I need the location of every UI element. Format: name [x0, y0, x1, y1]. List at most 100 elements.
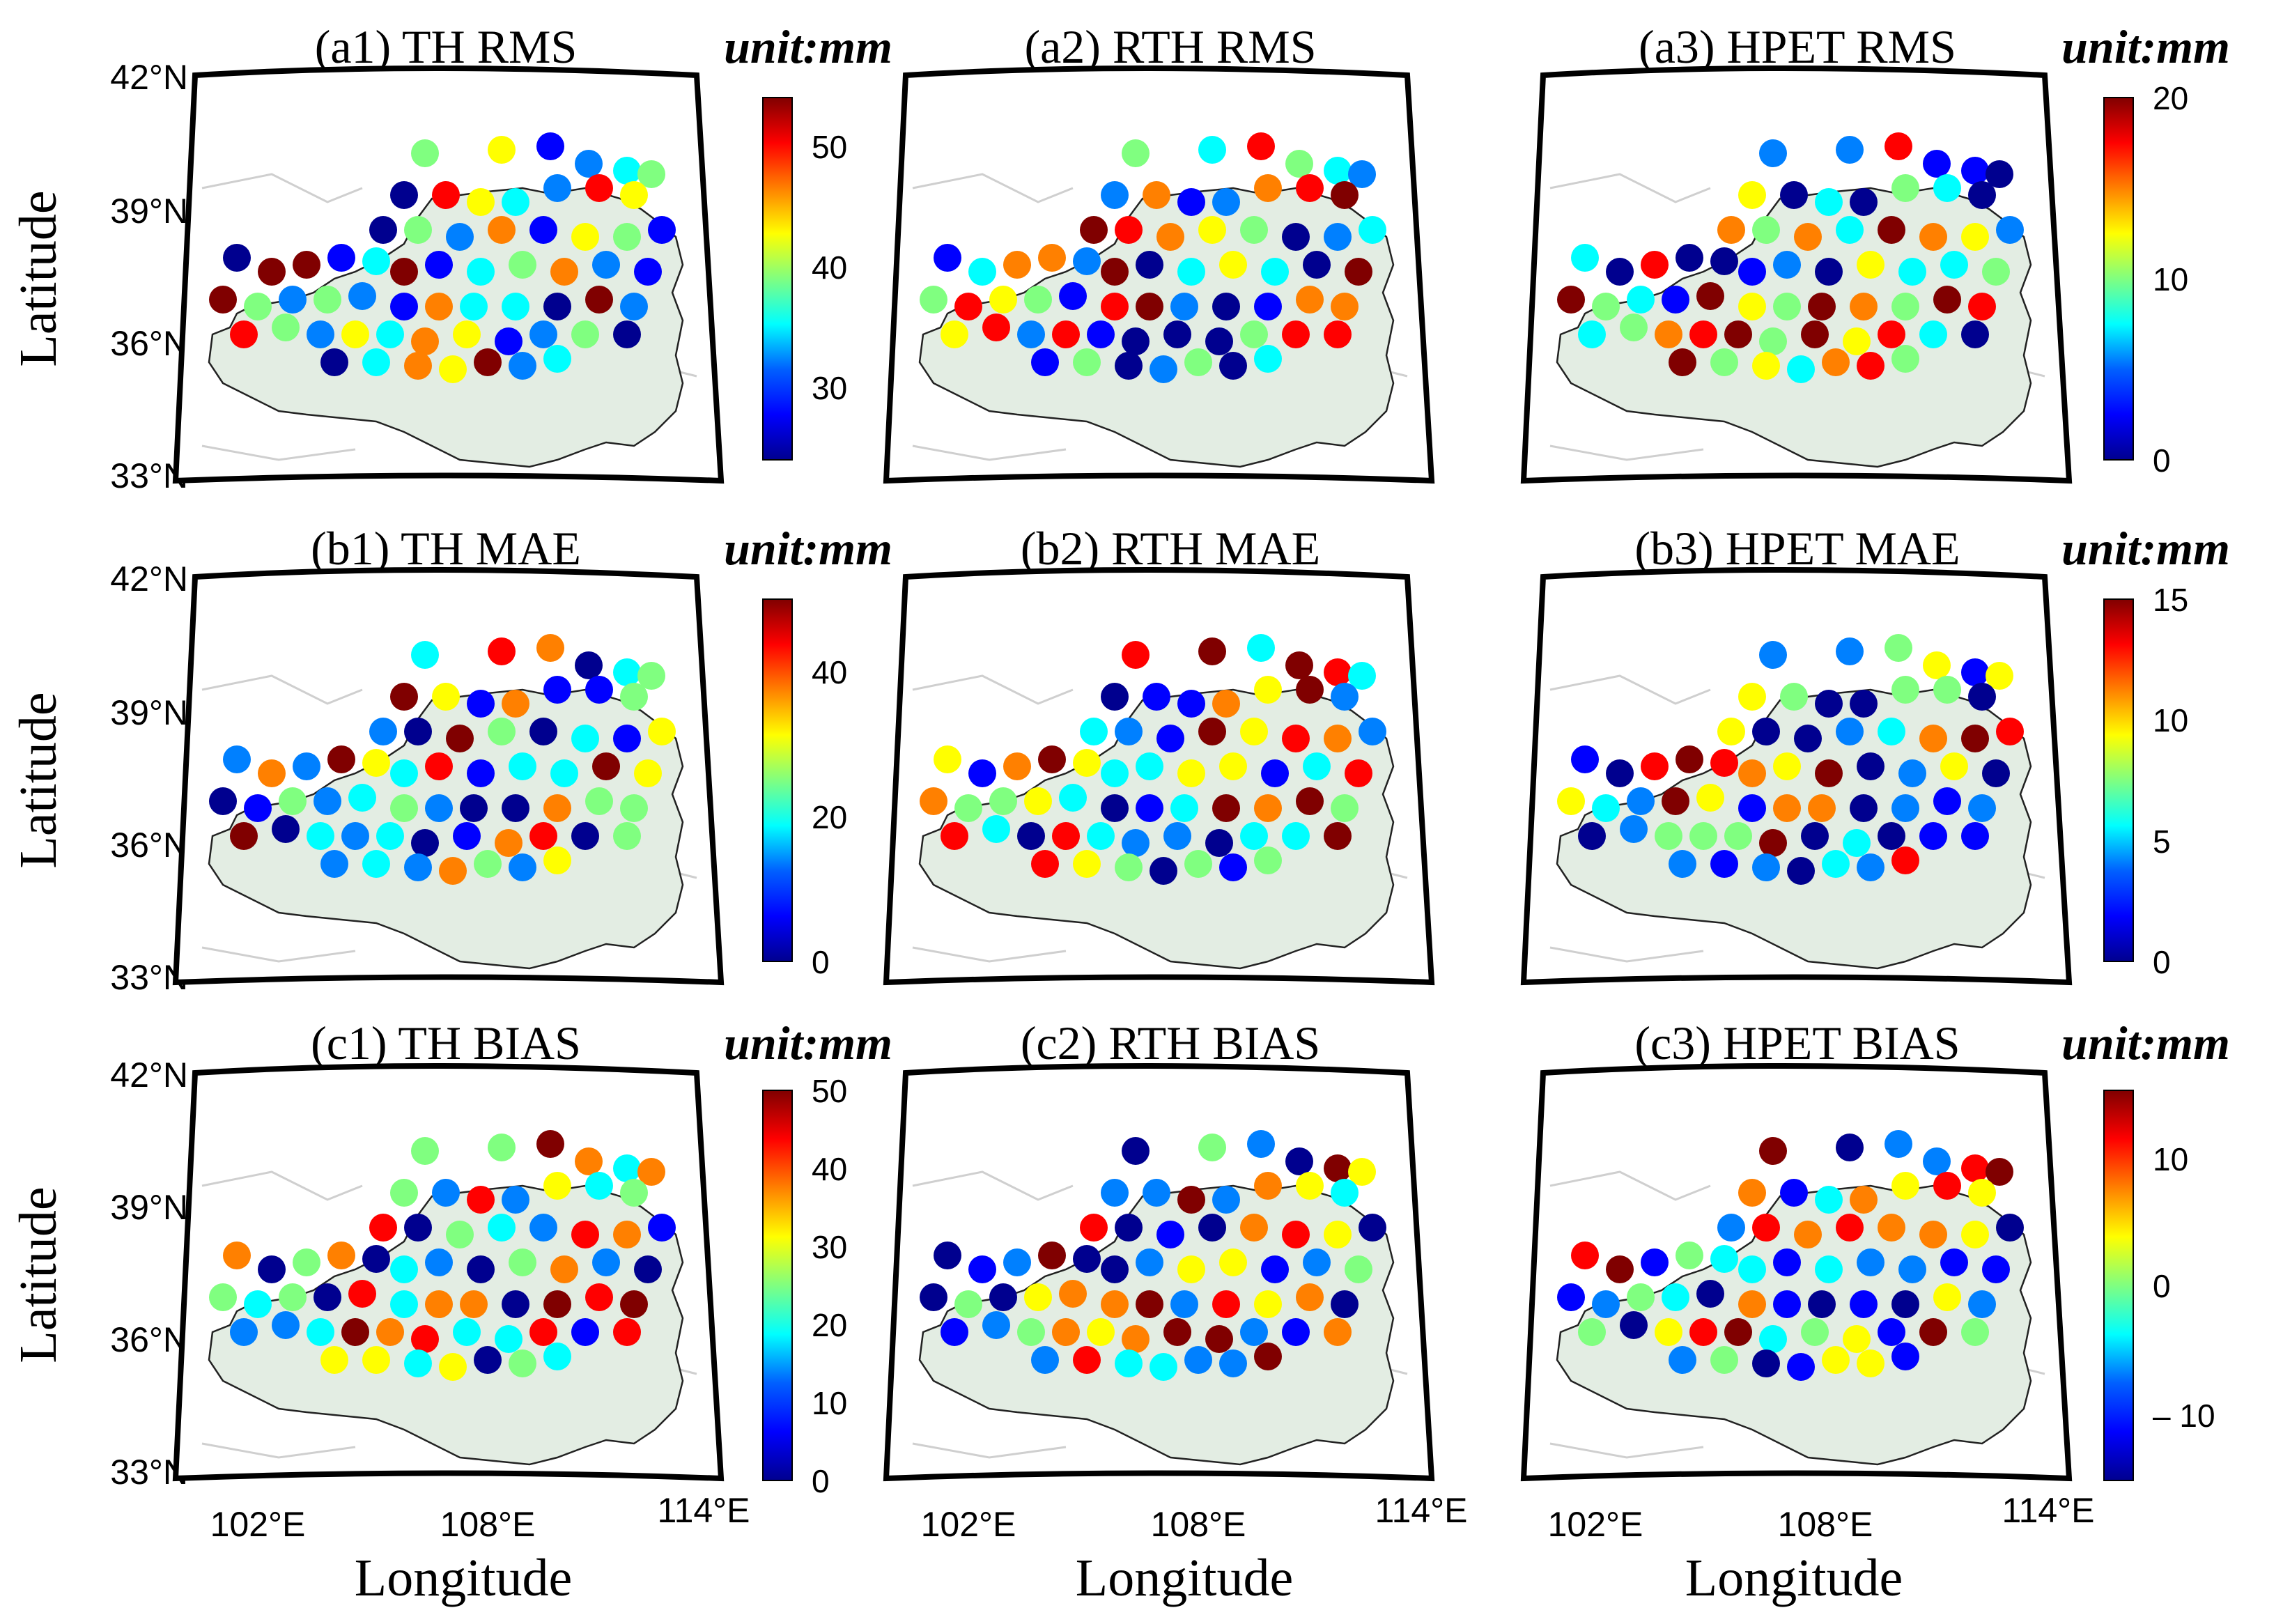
station-marker — [571, 223, 599, 251]
station-marker — [1919, 1318, 1947, 1346]
station-marker — [968, 759, 996, 787]
colorbar-tick: 20 — [812, 799, 847, 835]
station-marker — [376, 1318, 404, 1346]
station-marker — [1303, 1248, 1331, 1276]
station-marker — [637, 160, 665, 188]
station-marker — [1296, 286, 1324, 314]
station-marker — [1808, 794, 1836, 822]
station-marker — [1710, 749, 1738, 777]
panel-title-c3: (c3) HPET BIAS — [1634, 1016, 1960, 1069]
station-marker — [634, 258, 662, 286]
station-marker — [1345, 759, 1372, 787]
station-marker — [425, 752, 453, 780]
station-marker — [1177, 759, 1205, 787]
station-marker — [1815, 1255, 1843, 1283]
station-marker — [230, 320, 258, 348]
colorbar-c1 — [762, 1090, 793, 1481]
station-marker — [1850, 188, 1878, 216]
station-marker — [1822, 1346, 1850, 1374]
station-marker — [446, 725, 474, 752]
station-marker — [369, 216, 397, 244]
station-marker — [1822, 850, 1850, 878]
lon-ticks-col1: 102°E 108°E 114°E — [210, 1491, 750, 1544]
station-marker — [1024, 787, 1052, 815]
station-marker — [592, 251, 620, 279]
station-marker — [575, 1147, 603, 1175]
station-marker — [1219, 853, 1247, 881]
station-marker — [1285, 150, 1313, 178]
station-marker — [634, 759, 662, 787]
station-marker — [362, 348, 390, 376]
station-marker — [1184, 1346, 1212, 1374]
station-marker — [1031, 850, 1059, 878]
station-marker — [223, 745, 251, 773]
station-marker — [1815, 690, 1843, 718]
station-marker — [223, 1242, 251, 1269]
station-marker — [1780, 181, 1808, 209]
station-marker — [592, 1248, 620, 1276]
station-marker — [1198, 637, 1226, 665]
station-marker — [1282, 1221, 1310, 1248]
station-marker — [369, 718, 397, 745]
station-marker — [1891, 1172, 1919, 1200]
station-marker — [543, 1172, 571, 1200]
station-marker — [1059, 784, 1087, 812]
station-marker — [390, 258, 418, 286]
station-marker — [934, 244, 961, 272]
station-marker — [439, 857, 467, 885]
station-marker — [1780, 683, 1808, 711]
station-marker — [1850, 690, 1878, 718]
lon-tick: 102°E — [210, 1505, 306, 1544]
station-marker — [585, 286, 613, 314]
station-marker — [1620, 314, 1648, 341]
station-marker — [509, 752, 536, 780]
station-marker — [1724, 320, 1752, 348]
station-marker — [341, 822, 369, 850]
station-marker — [1240, 1318, 1268, 1346]
station-marker — [1073, 1346, 1101, 1374]
station-marker — [954, 1290, 982, 1318]
station-marker — [1968, 293, 1996, 320]
map-panel — [883, 1063, 1435, 1482]
station-marker — [1843, 829, 1871, 857]
station-marker — [488, 216, 516, 244]
station-marker — [1003, 251, 1031, 279]
station-marker — [1254, 1172, 1282, 1200]
station-marker — [1878, 1318, 1905, 1346]
station-marker — [1136, 794, 1163, 822]
station-marker — [1261, 1255, 1289, 1283]
station-marker — [1059, 1280, 1087, 1308]
station-marker — [1940, 752, 1968, 780]
station-marker — [1836, 216, 1864, 244]
station-marker — [1752, 853, 1780, 881]
station-marker — [1801, 822, 1829, 850]
station-marker — [1156, 223, 1184, 251]
station-marker — [1324, 1221, 1352, 1248]
station-marker — [1662, 286, 1689, 314]
station-marker — [637, 1158, 665, 1186]
station-marker — [1024, 286, 1052, 314]
station-marker — [1696, 282, 1724, 310]
station-marker — [1641, 1248, 1669, 1276]
colorbar-tick: 10 — [812, 1385, 847, 1421]
colorbar-tick: 0 — [2153, 442, 2171, 479]
station-marker — [1620, 1311, 1648, 1339]
station-marker — [460, 794, 488, 822]
station-marker — [209, 787, 237, 815]
station-marker — [1285, 651, 1313, 679]
station-marker — [1655, 320, 1682, 348]
station-marker — [1968, 683, 1996, 711]
station-marker — [1968, 794, 1996, 822]
station-marker — [1115, 853, 1143, 881]
station-marker — [536, 634, 564, 662]
station-marker — [1024, 1283, 1052, 1311]
station-marker — [1571, 244, 1599, 272]
station-marker — [1655, 1318, 1682, 1346]
latitude-label-row1: Latitude — [9, 190, 68, 366]
station-marker — [1940, 1248, 1968, 1276]
station-marker — [244, 293, 272, 320]
station-marker — [223, 244, 251, 272]
station-marker — [1345, 1255, 1372, 1283]
station-marker — [1986, 662, 2013, 690]
